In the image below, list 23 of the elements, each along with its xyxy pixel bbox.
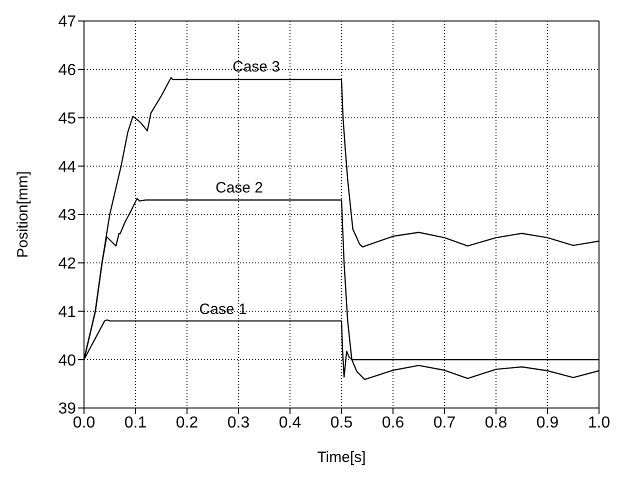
y-tick-label: 40 xyxy=(58,352,76,370)
series-label: Case 2 xyxy=(216,180,264,197)
x-axis-title: Time[s] xyxy=(317,449,366,466)
x-tick-label: 0.2 xyxy=(176,414,198,432)
x-tick-label: 0.7 xyxy=(433,414,456,432)
y-tick-label: 45 xyxy=(58,110,76,128)
x-tick-label: 0.6 xyxy=(382,414,404,432)
x-tick-label: 0.1 xyxy=(124,414,147,432)
y-axis-title: Position[mm] xyxy=(14,171,32,258)
y-tick-label: 42 xyxy=(58,256,76,273)
x-tick-label: 0.4 xyxy=(278,414,302,432)
x-tick-label: 1.0 xyxy=(588,414,610,432)
y-tick-label: 41 xyxy=(58,304,76,321)
y-tick-label: 43 xyxy=(58,207,76,224)
x-tick-label: 0.9 xyxy=(536,414,559,432)
y-tick-label: 46 xyxy=(58,62,76,80)
x-tick-label: 0.8 xyxy=(484,414,508,432)
series-label: Case 3 xyxy=(232,58,280,76)
series-label: Case 1 xyxy=(199,300,247,318)
y-tick-label: 47 xyxy=(58,14,76,31)
x-tick-label: 0.5 xyxy=(330,414,353,432)
x-tick-label: 0.3 xyxy=(227,414,250,432)
y-tick-label: 44 xyxy=(58,158,76,176)
